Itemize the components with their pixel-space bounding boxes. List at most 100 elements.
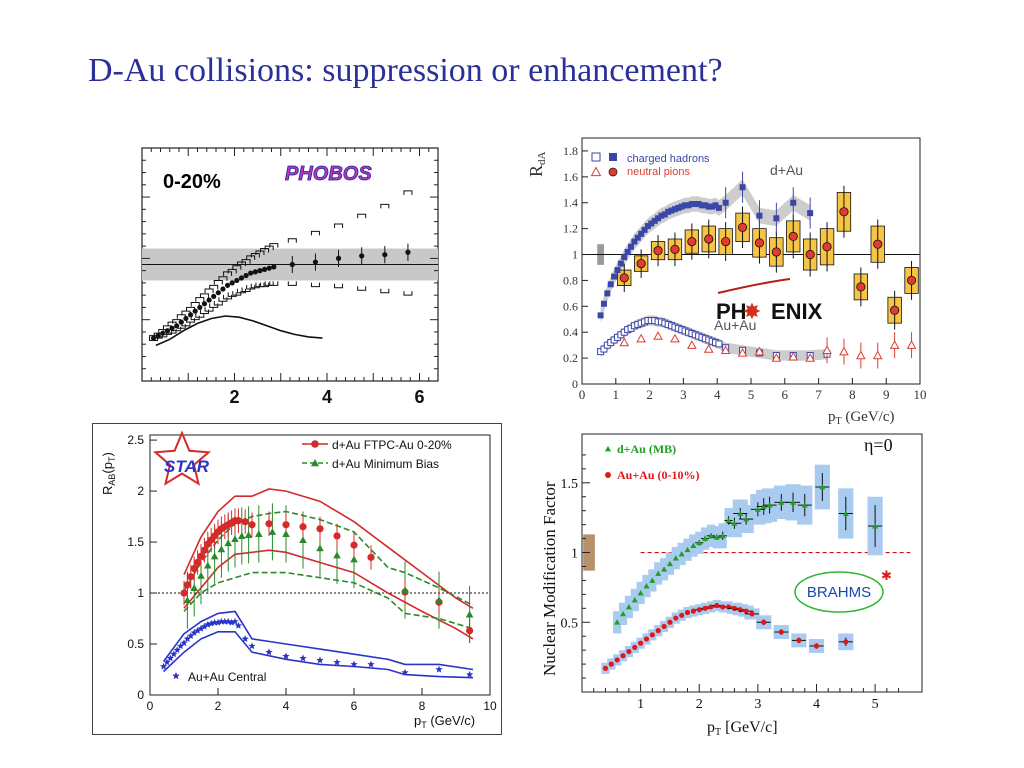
brahms-dau-point	[754, 506, 761, 512]
brahms-logo-star: ✱	[881, 568, 892, 583]
brahms-auau-point	[778, 629, 784, 635]
brahms-dau-point	[620, 610, 627, 617]
star-legend-label: Au+Au Central	[188, 670, 266, 684]
phenix-dau-pion-point	[687, 236, 697, 247]
phobos-data-point	[382, 252, 388, 258]
phenix-legend-filled-square	[609, 153, 617, 161]
brahms-xlabel: pT [GeV/c]	[707, 719, 778, 738]
brahms-x-tick-label: 2	[696, 697, 703, 712]
phobos-data-point	[150, 335, 157, 341]
brahms-dau-point	[737, 510, 744, 516]
star-ftpc-point	[333, 532, 341, 540]
phobos-data-point	[197, 304, 203, 311]
brahms-auau-point	[720, 604, 726, 610]
brahms-eta-label: η=0	[864, 435, 893, 455]
phenix-auau-pion-point	[771, 353, 782, 362]
phenix-dau-pion-point	[788, 231, 798, 242]
phenix-auau-label: Au+Au	[714, 317, 756, 333]
star-logo-mark	[152, 430, 212, 486]
phenix-x-tick-label: 10	[914, 387, 927, 402]
star-band-lower	[163, 631, 474, 679]
star-chart: d+Au FTPC-Au 0-20% d+Au Minimum Bias Au+Au…	[92, 423, 502, 735]
star-ftpc-point	[234, 517, 242, 525]
phenix-dau-pion-point	[856, 282, 866, 292]
phenix-x-tick-label: 3	[680, 387, 687, 402]
phenix-auau-pion-point	[720, 345, 731, 355]
phobos-systematic-bracket	[213, 300, 223, 306]
phenix-dau-hadron-point	[661, 211, 668, 218]
star-ftpc-point	[183, 581, 191, 589]
brahms-dau-point	[655, 570, 662, 576]
phenix-dau-hadron-point	[648, 220, 655, 227]
phenix-auau-pion-point	[805, 353, 815, 362]
phenix-x-tick-label: 2	[646, 387, 653, 402]
star-auau-point	[197, 624, 205, 632]
phenix-dau-hadron-point	[675, 204, 682, 211]
star-ftpc-point	[187, 573, 195, 581]
brahms-dau-point	[731, 520, 738, 526]
star-y-tick-label: 1.5	[127, 535, 144, 549]
brahms-panel: d+Au (MB) Au+Au (0-10%) η=0 BRAHMS ✱ 1 2 3 4…	[537, 428, 927, 740]
brahms-dau-point	[661, 566, 668, 572]
phobos-x-tick-label: 4	[322, 387, 332, 407]
phobos-systematic-bracket	[260, 248, 270, 253]
brahms-legend-label: d+Au (MB)	[617, 442, 676, 456]
phenix-logo-mark: ✸	[717, 278, 791, 324]
brahms-auau-point	[638, 640, 644, 646]
phobos-data-point	[405, 249, 411, 255]
phenix-auau-pion-point	[754, 346, 765, 356]
phobos-systematic-bracket	[310, 282, 320, 288]
brahms-dau-point	[725, 517, 732, 523]
star-y-tick-label: 1	[137, 586, 144, 600]
phenix-dau-hadron-point	[678, 203, 685, 210]
phenix-auau-pion-point	[856, 350, 866, 360]
phobos-data-point	[335, 255, 342, 261]
brahms-dau-point	[614, 619, 621, 625]
phenix-dau-hadron-point	[698, 202, 705, 209]
brahms-auau-point	[684, 609, 691, 616]
star-ftpc-point	[194, 558, 202, 567]
phobos-systematic-bracket	[195, 313, 205, 318]
brahms-dau-point	[678, 550, 685, 557]
phenix-dau-pion-point	[619, 273, 629, 283]
star-auau-point	[231, 617, 239, 625]
phobos-data-point	[160, 330, 166, 336]
phenix-x-tick-label: 5	[748, 387, 755, 402]
phenix-dau-hadron-point	[688, 201, 695, 208]
phenix-dau-pion-point	[890, 305, 900, 315]
star-auau-point	[207, 619, 215, 627]
phenix-dau-hadron-point	[641, 226, 648, 233]
star-ftpc-point	[248, 521, 256, 529]
phobos-data-point	[220, 286, 226, 292]
star-mb-point	[231, 535, 239, 543]
star-y-tick-label: 0	[137, 688, 144, 702]
phenix-x-tick-label: 4	[714, 387, 721, 402]
phobos-x-tick-label: 2	[229, 387, 239, 407]
phenix-dau-hadron-point	[604, 290, 611, 297]
star-auau-point	[265, 648, 273, 656]
brahms-auau-point	[761, 619, 767, 625]
phobos-systematic-bracket	[260, 282, 270, 288]
star-legend-circle	[311, 440, 319, 448]
phobos-data-point	[174, 323, 180, 329]
brahms-dau-point	[707, 532, 714, 539]
phobos-model-curve	[155, 315, 323, 347]
phenix-auau-pion-point	[788, 351, 799, 361]
phenix-dau-hadron-point	[638, 230, 645, 237]
phobos-systematic-bracket	[403, 190, 413, 195]
brahms-dau-point	[713, 534, 720, 540]
star-legend-star	[172, 672, 180, 680]
phenix-dau-pion-point	[771, 247, 781, 257]
brahms-x-tick-label: 4	[813, 697, 820, 712]
phenix-dau-pion-point	[721, 236, 731, 247]
star-auau-point	[177, 642, 185, 650]
phenix-dau-pion-point	[670, 244, 680, 254]
star-ftpc-point	[180, 589, 188, 597]
phenix-dau-hadron-point	[671, 206, 678, 213]
brahms-auau-point	[661, 623, 667, 630]
phenix-dau-hadron-point	[739, 184, 746, 191]
phenix-x-tick-label: 6	[782, 387, 789, 402]
brahms-dau-point	[760, 503, 767, 509]
star-x-tick-label: 10	[483, 699, 497, 713]
